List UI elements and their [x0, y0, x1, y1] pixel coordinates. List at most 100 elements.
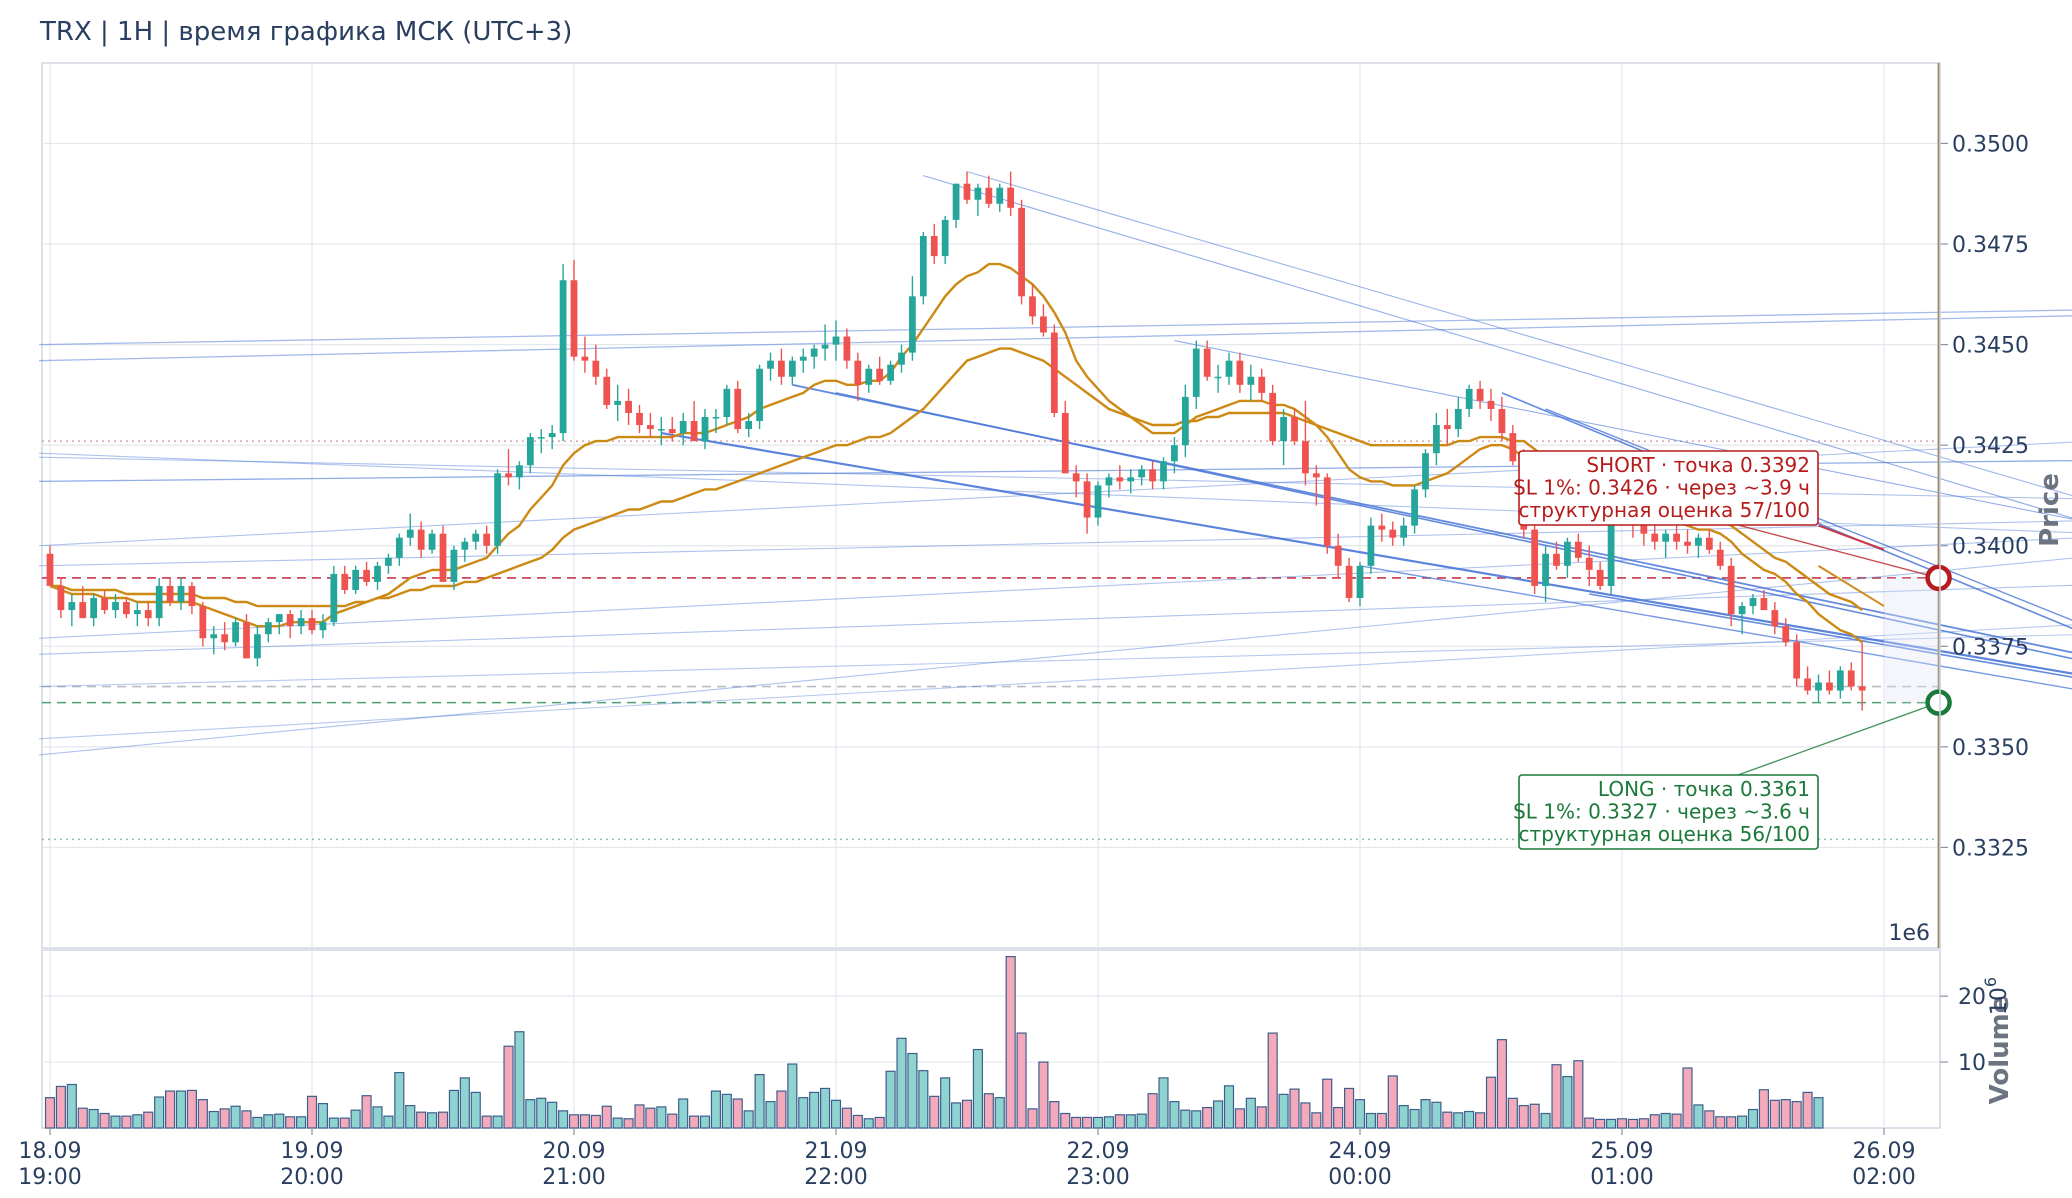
candle-body — [1116, 477, 1124, 482]
volume-bar — [1682, 1067, 1693, 1129]
volume-bar — [699, 1115, 711, 1129]
candle-body — [1596, 569, 1604, 586]
candle-body — [1040, 316, 1047, 333]
candle-body — [363, 569, 370, 582]
candle-body — [690, 421, 698, 442]
trend-line — [835, 392, 2072, 660]
volume-bar — [1584, 1117, 1595, 1129]
candle-body — [1225, 360, 1233, 377]
candle-body — [297, 618, 305, 627]
candle-body — [1400, 525, 1408, 538]
volume-bar — [929, 1095, 940, 1129]
candle-body — [199, 606, 207, 639]
long-signal-text: структурная оценка 56/100 — [1519, 822, 1810, 846]
volume-bar — [1278, 1093, 1289, 1129]
candle-body — [210, 634, 218, 639]
volume-bars — [44, 955, 1824, 1129]
volume-bar — [437, 1111, 449, 1129]
volume-bar — [1780, 1099, 1791, 1129]
volume-bar — [1726, 1116, 1737, 1129]
volume-bar — [1180, 1109, 1191, 1129]
candle-body — [1433, 425, 1440, 454]
candle-body — [1782, 626, 1790, 643]
candle-body — [1345, 565, 1353, 599]
candle-body — [1684, 541, 1691, 546]
volume-bar — [175, 1090, 187, 1129]
candle-body — [570, 280, 578, 357]
volume-bar — [1507, 1097, 1518, 1129]
x-tick-time: 21:00 — [542, 1165, 605, 1190]
candle-body — [1029, 296, 1036, 317]
candle-body — [756, 368, 763, 422]
volume-bar — [317, 1103, 328, 1129]
volume-exponent-label: 106 — [1981, 977, 2012, 1015]
candle-body — [1214, 376, 1222, 379]
volume-bar — [798, 1097, 809, 1129]
candle-body — [90, 598, 98, 619]
volume-bar — [263, 1114, 274, 1129]
candle-body — [985, 187, 993, 204]
trend-line — [39, 441, 2072, 547]
candle-body — [647, 425, 654, 430]
volume-bar — [274, 1113, 285, 1129]
candle-body — [1072, 473, 1080, 482]
candle-body — [1127, 477, 1135, 482]
candle-body — [843, 336, 851, 361]
volume-bar — [765, 1101, 776, 1129]
x-tick-time: 01:00 — [1590, 1165, 1653, 1190]
volume-bar — [820, 1087, 831, 1129]
volume-bar — [525, 1099, 536, 1129]
volume-bar — [1562, 1075, 1573, 1129]
candle-body — [832, 336, 840, 345]
volume-bar — [241, 1110, 252, 1129]
candle-body — [79, 602, 87, 619]
volume-bar — [732, 1098, 743, 1129]
candle-body — [1574, 541, 1582, 558]
volume-bar — [66, 1083, 77, 1129]
volume-axis-label: Volume — [1985, 996, 2015, 1105]
candle-body — [1771, 610, 1779, 627]
candle-body — [155, 585, 163, 619]
candle-body — [112, 602, 119, 611]
trend-line — [39, 537, 2072, 639]
trend-line — [39, 634, 2072, 688]
x-tick-date: 26.09 — [1853, 1139, 1916, 1164]
volume-bar — [350, 1109, 361, 1129]
volume-bar — [1169, 1101, 1180, 1129]
volume-bar — [1540, 1112, 1551, 1129]
volume-bar — [186, 1089, 197, 1129]
volume-bar — [1573, 1060, 1584, 1129]
candle-body — [1050, 332, 1058, 413]
signal-range-shade — [1884, 577, 1939, 703]
candle-body — [974, 187, 982, 200]
volume-bar — [219, 1108, 230, 1129]
x-tick-date: 20.09 — [543, 1139, 606, 1164]
volume-bar — [536, 1097, 547, 1129]
y-tick-label: 0.3325 — [1952, 836, 2029, 861]
volume-bar — [1005, 955, 1016, 1129]
candle-body — [254, 634, 261, 659]
volume-bar — [885, 1070, 896, 1129]
x-tick-date: 21.09 — [805, 1139, 868, 1164]
candle-body — [1083, 481, 1091, 518]
candle-body — [1727, 565, 1735, 615]
candle-body — [734, 388, 742, 430]
trend-line — [39, 460, 2072, 483]
candle-body — [123, 602, 130, 615]
volume-bar — [470, 1091, 481, 1129]
x-tick-time: 00:00 — [1328, 1165, 1391, 1190]
volume-bar — [1649, 1114, 1660, 1129]
volume-bar — [1354, 1099, 1366, 1129]
candle-body — [930, 235, 938, 257]
volume-bar — [285, 1116, 296, 1129]
volume-bar — [776, 1090, 787, 1129]
volume-bar — [1191, 1110, 1202, 1129]
volume-bar — [1147, 1093, 1158, 1129]
volume-bar — [1365, 1112, 1376, 1129]
x-tick-time: 19:00 — [18, 1165, 81, 1190]
candle-body — [1356, 565, 1364, 599]
volume-tick-label: 20 — [1958, 985, 1986, 1010]
candle-body — [461, 541, 469, 550]
volume-bar — [1606, 1118, 1617, 1129]
volume-bar — [427, 1112, 438, 1129]
